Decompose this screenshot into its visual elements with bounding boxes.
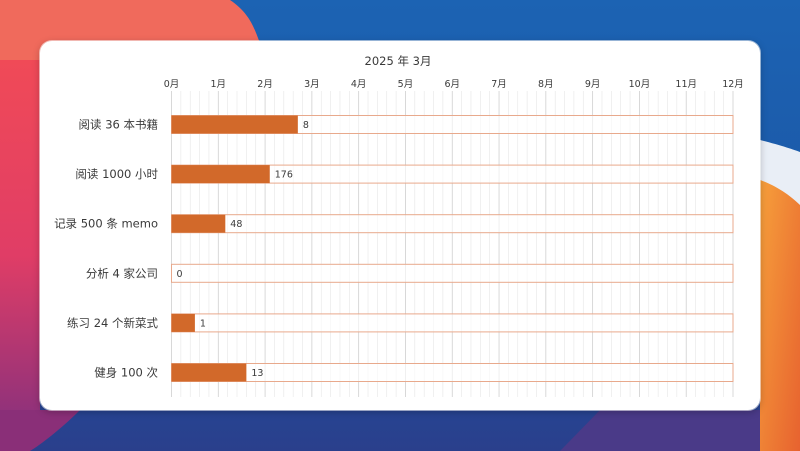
data-label: 48 bbox=[230, 219, 242, 230]
x-tick-label: 4月 bbox=[351, 79, 367, 90]
category-label: 练习 24 个新菜式 bbox=[67, 316, 158, 330]
x-tick-label: 1月 bbox=[211, 79, 227, 90]
data-label: 176 bbox=[275, 170, 293, 181]
x-tick-label: 8月 bbox=[538, 79, 554, 90]
x-tick-label: 5月 bbox=[398, 79, 414, 90]
category-label: 阅读 36 本书籍 bbox=[79, 118, 158, 132]
x-tick-label: 7月 bbox=[491, 79, 507, 90]
x-tick-label: 3月 bbox=[304, 79, 320, 90]
gantt-bar-chart: 2025 年 3月 0月 1月 2月 3月 4月 5月 6月 7月 8月 9月 10月 11月 12月 … bbox=[54, 54, 744, 397]
bar-row: 练习 24 个新菜式 1 bbox=[67, 313, 734, 333]
x-tick-label: 2月 bbox=[257, 79, 273, 90]
x-axis-tick-labels: 0月 1月 2月 3月 4月 5月 6月 7月 8月 9月 10月 11月 12月 bbox=[164, 79, 744, 90]
category-label: 阅读 1000 小时 bbox=[75, 167, 158, 181]
x-tick-label: 9月 bbox=[585, 79, 601, 90]
category-label: 健身 100 次 bbox=[94, 366, 158, 380]
bar bbox=[171, 214, 226, 233]
data-label: 13 bbox=[251, 368, 263, 379]
bar bbox=[171, 115, 298, 134]
x-tick-label: 0月 bbox=[164, 79, 180, 90]
gridlines bbox=[171, 91, 734, 397]
bar-row: 分析 4 家公司 0 bbox=[86, 263, 734, 283]
bar-row: 记录 500 条 memo 48 bbox=[54, 214, 734, 234]
x-tick-label: 10月 bbox=[629, 79, 651, 90]
bar-row: 阅读 36 本书籍 8 bbox=[79, 115, 734, 134]
bar-track bbox=[171, 214, 734, 234]
bar-row: 阅读 1000 小时 176 bbox=[75, 164, 734, 184]
bar bbox=[171, 313, 195, 332]
x-tick-label: 6月 bbox=[444, 79, 460, 90]
bar-track bbox=[171, 313, 734, 333]
bar-rows: 阅读 36 本书籍 8 阅读 1000 小时 176 记录 500 条 memo 48 分析… bbox=[54, 115, 734, 382]
bar-row: 健身 100 次 13 bbox=[94, 363, 734, 382]
category-label: 分析 4 家公司 bbox=[86, 266, 158, 280]
chart-title: 2025 年 3月 bbox=[365, 54, 432, 68]
bar bbox=[171, 165, 270, 184]
x-tick-label: 11月 bbox=[675, 79, 697, 90]
bar-track bbox=[171, 263, 734, 283]
data-label: 8 bbox=[303, 120, 309, 131]
data-label: 1 bbox=[200, 318, 206, 329]
x-tick-label: 12月 bbox=[722, 79, 744, 90]
chart-card: 2025 年 3月 0月 1月 2月 3月 4月 5月 6月 7月 8月 9月 10月 11月 12月 … bbox=[40, 41, 760, 410]
data-label: 0 bbox=[177, 269, 183, 280]
bar bbox=[171, 363, 247, 382]
category-label: 记录 500 条 memo bbox=[54, 217, 158, 231]
